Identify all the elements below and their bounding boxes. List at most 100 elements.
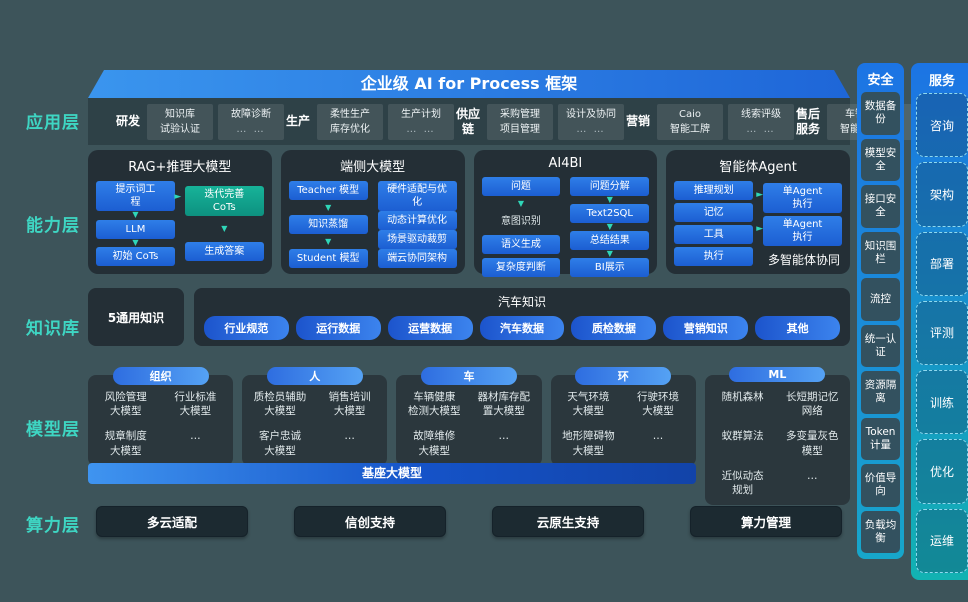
model-item: 蚁群算法 bbox=[721, 430, 764, 443]
down-arrow-icon: ▼ bbox=[132, 210, 139, 220]
capability-panel-title: 智能体Agent bbox=[719, 160, 797, 175]
app-group-name: 生产 bbox=[285, 114, 310, 129]
model-item: 近似动态 规划 bbox=[721, 469, 764, 496]
layer-label-capability: 能力层 bbox=[26, 216, 80, 236]
compute-box: 算力管理 bbox=[690, 506, 842, 537]
app-item-text: 采购管理 bbox=[500, 108, 540, 120]
app-item-box: 知识库 试验认证 bbox=[147, 103, 213, 140]
capability-item: 语义生成 bbox=[481, 235, 561, 254]
app-item-text: 生产计划 bbox=[401, 108, 441, 120]
model-item: 销售培训 大模型 bbox=[328, 391, 371, 418]
down-arrow-icon: ▼ bbox=[221, 223, 228, 233]
security-item: Token计量 bbox=[861, 417, 900, 460]
capability-panel-3: 智能体Agent 推理规划 记忆 工具 执行 单Agent 执行 单Agent 执行 ► ► 多智… bbox=[666, 150, 850, 274]
down-arrow-icon: ▼ bbox=[325, 202, 332, 212]
app-group-0: 研发 知识库 试验认证 故障诊断… … bbox=[114, 103, 284, 140]
capability-item: 记忆 bbox=[674, 203, 754, 222]
capability-item: 端云协同架构 bbox=[377, 249, 457, 268]
model-item: 风险管理 大模型 bbox=[104, 391, 147, 418]
capability-item: 意图识别 bbox=[500, 216, 541, 227]
app-item-box: 生产计划 … … bbox=[388, 103, 454, 140]
capability-column: 问题分解 ▼ Text2SQL ▼ 总结结果 ▼ BI展示 bbox=[570, 176, 650, 278]
compute-layer: 多云适配 信创支持 云原生支持 算力管理 bbox=[88, 506, 850, 537]
capability-item: 单Agent 执行 bbox=[763, 215, 842, 246]
compute-box: 云原生支持 bbox=[492, 506, 644, 537]
model-item: 随机森林 bbox=[721, 391, 764, 403]
capability-item: 动态计算优化 bbox=[377, 211, 457, 230]
model-group-3: 环天气环境 大模型 行驶环境 大模型 地形障碍物 大模型… bbox=[550, 367, 696, 466]
capability-item: LLM bbox=[96, 219, 175, 239]
capability-item: 工具 bbox=[674, 225, 754, 244]
model-item: 地形障碍物 大模型 bbox=[562, 430, 615, 457]
knowledge-pill: 营销知识 bbox=[663, 316, 749, 340]
capability-item: 单Agent 执行 bbox=[763, 182, 842, 213]
knowledge-pill: 运行数据 bbox=[295, 316, 381, 340]
capability-item: 初始 CoTs bbox=[96, 247, 175, 266]
service-item: 运维 bbox=[916, 508, 968, 573]
general-knowledge-box: 5通用知识 bbox=[88, 288, 184, 346]
model-item: 器材库存配 置大模型 bbox=[477, 391, 531, 418]
auto-knowledge-box: 汽车知识 行业规范 运行数据 运营数据 汽车数据 质检数据 营销知识 其他 bbox=[194, 288, 850, 346]
app-item-text: 智能工牌 bbox=[670, 123, 710, 135]
down-arrow-icon: ▼ bbox=[325, 236, 332, 246]
model-item: 行驶环境 大模型 bbox=[637, 391, 679, 418]
security-item-list: 数据备份 模型安全 接口安全 知识围栏 流控 统一认证 资源隔离 Token计量 价值导向 负载均… bbox=[861, 92, 900, 553]
model-group-0: 组织 风险管理 大模型 行业标准 大模型 规章制度 大模型… bbox=[88, 367, 234, 466]
app-group-name: 售后服务 bbox=[795, 107, 820, 136]
app-item-text: … … bbox=[406, 123, 436, 135]
model-item: 长短期记忆 网络 bbox=[785, 391, 839, 418]
app-item-text: 知识库 bbox=[165, 108, 195, 120]
compute-box: 信创支持 bbox=[294, 506, 446, 537]
capability-columns: 问题 ▼ 意图识别 语义生成 复杂度判断 问题分解 ▼ Text2SQL ▼ 总结结果 ▼ BI展示 bbox=[481, 176, 650, 278]
capability-item: Teacher 模型 bbox=[288, 181, 368, 200]
capability-item: 硬件适配与优 化 bbox=[377, 181, 457, 211]
app-group-1: 生产 柔性生产 库存优化 生产计划… … bbox=[284, 103, 454, 140]
application-layer: 研发 知识库 试验认证 故障诊断… … 生产 柔性生产 库存优化 生产计划… … 供应链 采购管理… bbox=[88, 98, 964, 145]
app-item-box: 线索评级 … … bbox=[728, 103, 794, 140]
security-column: 安全 数据备份 模型安全 接口安全 知识围栏 流控 统一认证 资源隔离 Token计量 价值导向… bbox=[857, 63, 904, 559]
service-item: 咨询 bbox=[916, 93, 968, 158]
capability-panel-1: 端侧大模型 Teacher 模型 ▼ 知识蒸馏 ▼ Student 模型 硬件适配与优 化动… bbox=[280, 150, 465, 274]
capability-item: 知识蒸馏 bbox=[288, 215, 368, 234]
knowledge-pill: 质检数据 bbox=[571, 316, 657, 340]
capability-panel-2: AI4BI 问题 ▼ 意图识别 语义生成 复杂度判断 问题分解 ▼ Text2SQL ▼ 总结结果 ▼… bbox=[473, 150, 658, 277]
auto-knowledge-title: 汽车知识 bbox=[497, 295, 546, 309]
service-column-title: 服务 bbox=[928, 74, 955, 89]
banner-title: 企业级 AI for Process 框架 bbox=[88, 70, 850, 98]
capability-item: Student 模型 bbox=[288, 249, 368, 268]
app-group-3: 营销 Caio 智能工牌 线索评级 … … bbox=[624, 103, 794, 140]
model-group-2: 车车辆健康 检测大模型 器材库存配 置大模型 故障维修 大模型… bbox=[396, 367, 542, 466]
layer-label-model: 模型层 bbox=[26, 420, 80, 440]
capability-column: 迭代完善 CoTs ▼ 生成答案 bbox=[184, 180, 264, 267]
app-item-text: 柔性生产 bbox=[330, 108, 370, 120]
app-item-box: Caio 智能工牌 bbox=[657, 103, 723, 140]
layer-label-compute: 算力层 bbox=[26, 516, 80, 536]
right-arrow-icon: ► bbox=[756, 224, 764, 234]
capability-item: 提示词工 程 bbox=[96, 181, 175, 211]
knowledge-pill: 行业规范 bbox=[204, 316, 289, 340]
service-item: 评测 bbox=[916, 300, 968, 366]
app-item-text: 库存优化 bbox=[330, 123, 370, 135]
capability-column: 硬件适配与优 化动态计算优化 场景驱动裁剪 端云协同架构 bbox=[377, 180, 457, 269]
model-group-label: ML bbox=[729, 367, 826, 382]
security-item: 负载均衡 bbox=[861, 510, 900, 553]
capability-item: 问题分解 bbox=[570, 177, 650, 196]
down-arrow-icon: ▼ bbox=[606, 222, 613, 231]
model-group-4: ML 随机森林 长短期记忆 网络 蚁群算法 多变量灰色 模型 近似动态 规划… bbox=[704, 367, 851, 506]
capability-panel-title: RAG+推理大模型 bbox=[128, 160, 232, 175]
model-item: 质检员辅助 大模型 bbox=[253, 391, 307, 418]
model-item: 车辆健康 检测大模型 bbox=[407, 391, 461, 418]
model-grid: 质检员辅助 大模型 销售培训 大模型 客户忠诚 大模型… bbox=[246, 390, 383, 458]
service-item: 架构 bbox=[916, 162, 968, 227]
service-column: 服务 咨询 架构 部署 评测 训练 优化 运维 bbox=[911, 63, 968, 580]
model-group-label: 环 bbox=[575, 367, 672, 385]
capability-columns: Teacher 模型 ▼ 知识蒸馏 ▼ Student 模型 硬件适配与优 化动态计算优化… bbox=[288, 180, 457, 269]
app-item-box: 柔性生产 库存优化 bbox=[317, 103, 383, 140]
capability-column: 问题 ▼ 意图识别 语义生成 复杂度判断 bbox=[481, 176, 561, 278]
model-item: … bbox=[344, 430, 355, 443]
model-item: 规章制度 大模型 bbox=[104, 430, 147, 457]
security-item: 模型安全 bbox=[861, 138, 900, 181]
model-item: … bbox=[498, 430, 510, 443]
app-group-name: 营销 bbox=[625, 114, 650, 129]
model-item: 故障维修 大模型 bbox=[413, 430, 456, 457]
